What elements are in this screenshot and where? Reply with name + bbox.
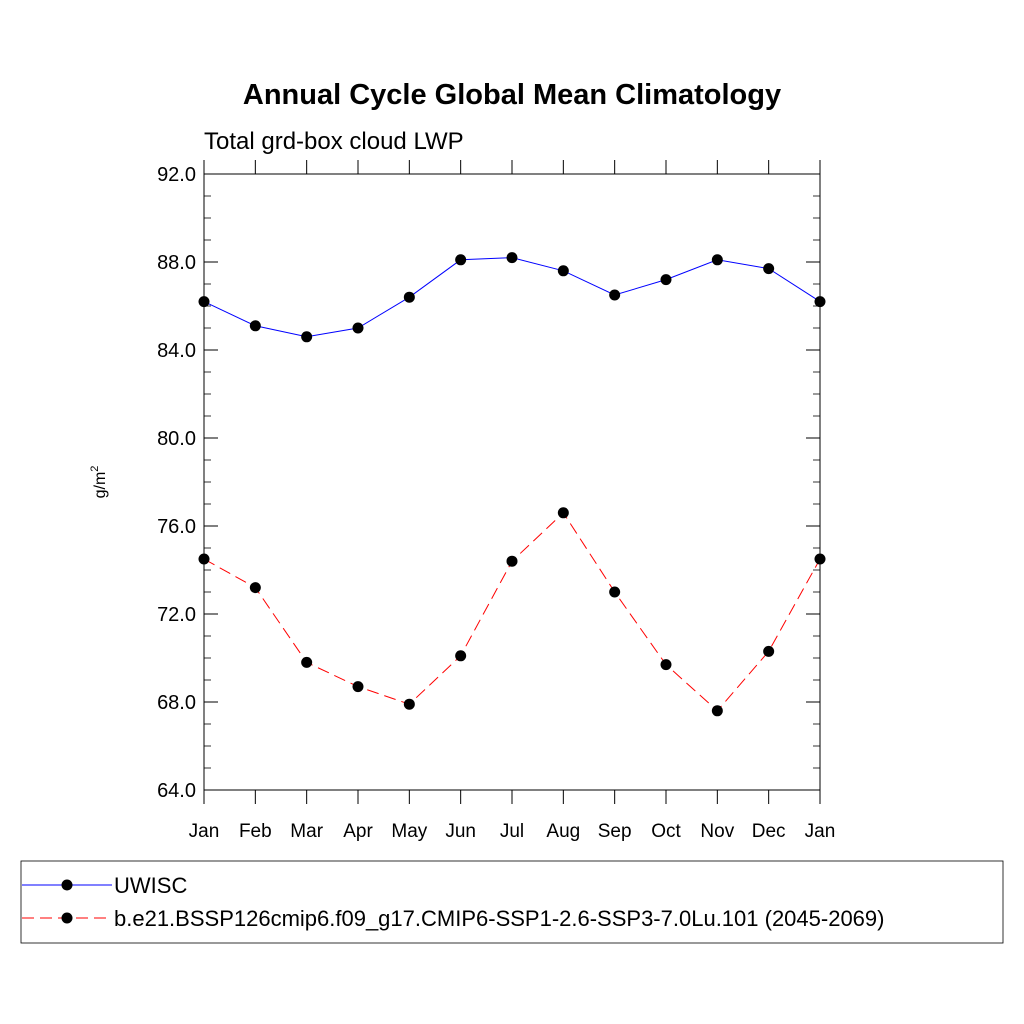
data-point [403,698,415,710]
data-point [198,553,210,565]
series-line [203,512,821,712]
y-axis-label-base: g/m [92,472,109,499]
y-tick-label: 80.0 [157,428,196,450]
plot-area [203,173,821,791]
data-point [763,263,775,275]
x-tick-label: Oct [651,821,681,842]
y-tick-label: 92.0 [157,164,196,186]
chart-subtitle: Total grd-box cloud LWP [204,128,464,155]
data-point [455,254,467,266]
data-point [557,265,569,277]
data-point [814,553,826,565]
data-point [609,289,621,301]
y-tick-label: 68.0 [157,692,196,714]
data-point [557,507,569,519]
data-point [506,555,518,567]
y-tick-label: 72.0 [157,604,196,626]
legend-label: b.e21.BSSP126cmip6.f09_g17.CMIP6-SSP1-2.… [114,906,884,931]
data-point [249,320,261,332]
chart-title: Annual Cycle Global Mean Climatology [243,79,781,111]
data-point [301,331,313,343]
data-point [609,586,621,598]
x-axis: Jan Feb Mar Apr May Jun Jul Aug Sep Oct Nov Dec Jan [189,160,836,842]
legend-marker [61,912,73,924]
legend-box [20,860,1004,944]
x-tick-label: Aug [546,821,580,842]
y-tick-label: 84.0 [157,340,196,362]
data-point [352,681,364,693]
data-point [711,254,723,266]
data-point [352,322,364,334]
series-layer [198,252,826,717]
x-tick-label: Nov [700,821,734,842]
legend-marker [61,879,73,891]
y-axis-label: g/m2 [89,466,109,499]
x-tick-label: Dec [752,821,786,842]
data-point [301,656,313,668]
x-tick-label: Jul [500,821,524,842]
y-tick-label: 64.0 [157,780,196,802]
series-line [203,257,821,338]
y-tick-label: 88.0 [157,252,196,274]
x-tick-label: Jan [805,821,836,842]
data-point [403,291,415,303]
x-tick-label: Jun [445,821,476,842]
x-tick-label: Feb [239,821,272,842]
data-point [763,645,775,657]
x-tick-label: May [391,821,427,842]
data-point [249,582,261,594]
x-tick-label: Apr [343,821,373,842]
data-point [660,659,672,671]
data-point [455,650,467,662]
legend: UWISC b.e21.BSSP126cmip6.f09_g17.CMIP6-SS… [22,873,884,931]
x-tick-label: Sep [598,821,632,842]
y-axis: 64.0 68.0 72.0 76.0 80.0 84.0 88.0 92.0 [157,164,820,802]
data-point [814,296,826,308]
data-point [198,296,210,308]
data-point [506,252,518,264]
legend-label: UWISC [114,873,187,898]
data-point [711,705,723,717]
y-tick-label: 76.0 [157,516,196,538]
y-axis-label-superscript: 2 [89,466,101,472]
x-tick-label: Jan [189,821,220,842]
x-tick-label: Mar [290,821,323,842]
data-point [660,274,672,286]
